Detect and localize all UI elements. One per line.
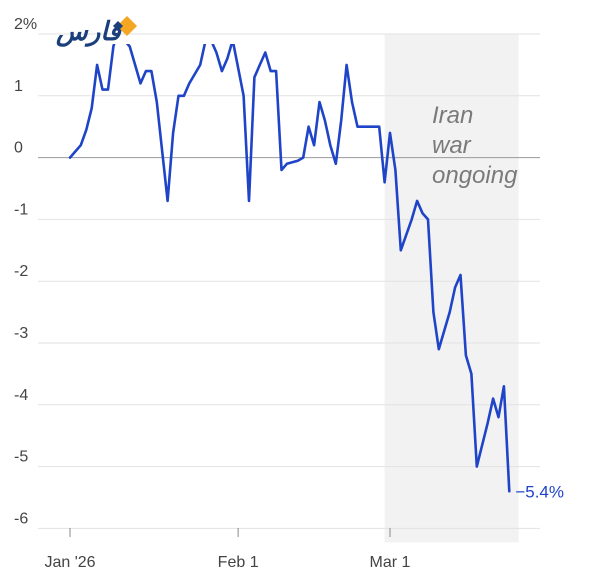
y-tick-label: -6: [14, 510, 28, 527]
x-axis: Jan '26 Feb 1 Mar 1: [44, 528, 411, 571]
logo-text: فارس: [55, 17, 122, 47]
y-axis: 2% 1 0 -1 -2 -3 -4 -5 -6: [14, 16, 37, 527]
x-tick-label: Jan '26: [44, 554, 95, 571]
y-tick-label: 0: [14, 140, 23, 157]
annotation: Iran war ongoing: [432, 102, 518, 189]
annotation-line: Iran: [432, 102, 473, 129]
y-tick-label: -1: [14, 201, 28, 218]
annotation-line: ongoing: [432, 162, 518, 189]
series-layer: −5.4%: [68, 44, 564, 501]
series-line: [68, 44, 511, 493]
end-value-label: −5.4%: [515, 482, 564, 501]
logo: فارس: [55, 16, 137, 47]
y-tick-label: 2%: [14, 16, 37, 33]
shaded-region-war: [384, 34, 519, 543]
y-tick-label: -3: [14, 325, 28, 342]
y-tick-label: -5: [14, 449, 28, 466]
x-tick-label: Feb 1: [218, 554, 259, 571]
y-tick-label: 1: [14, 78, 23, 95]
gridlines: [38, 33, 540, 529]
logo-diamond-icon: [117, 16, 137, 36]
y-tick-label: -2: [14, 263, 28, 280]
x-tick-label: Mar 1: [370, 554, 411, 571]
shaded-region-layer: [384, 34, 519, 543]
logo-diamond-small-icon: [113, 21, 123, 31]
annotation-line: war: [432, 132, 472, 159]
y-tick-label: -4: [14, 387, 28, 404]
